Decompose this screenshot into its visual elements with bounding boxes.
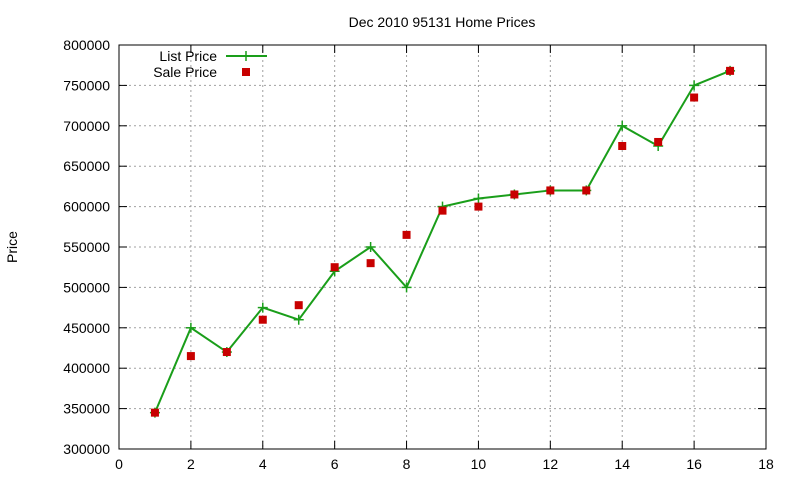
sale-price-point xyxy=(546,186,555,195)
x-tick-label: 0 xyxy=(115,456,123,472)
sale-price-point xyxy=(258,315,267,324)
y-tick-label: 350000 xyxy=(63,401,110,417)
sale-price-point xyxy=(294,301,303,310)
x-axis: 0 2 4 6 8 10 12 14 16 18 xyxy=(115,45,774,472)
sale-price-point xyxy=(618,142,627,150)
y-tick-label: 550000 xyxy=(63,239,110,255)
y-tick-label: 800000 xyxy=(63,37,110,53)
sale-price-point xyxy=(654,137,663,146)
sale-price-point xyxy=(222,348,231,357)
y-tick-label: 300000 xyxy=(63,441,110,457)
plot-frame xyxy=(118,44,767,450)
list-price-point xyxy=(473,193,484,204)
sale-price-point xyxy=(510,190,519,199)
list-price-point xyxy=(293,314,304,325)
list-price-point xyxy=(185,322,196,333)
legend-label-list-price: List Price xyxy=(159,48,217,64)
sale-price-point xyxy=(474,202,483,211)
y-tick-label: 700000 xyxy=(63,118,110,134)
list-price-point xyxy=(617,120,628,131)
sale-price-point xyxy=(438,206,447,215)
x-tick-label: 18 xyxy=(758,456,774,472)
list-price-line xyxy=(154,69,731,414)
sale-price-point xyxy=(150,408,159,417)
legend-marker-list-price xyxy=(241,51,251,61)
sale-price-point xyxy=(690,93,699,102)
y-axis-label: Price xyxy=(4,231,20,263)
list-price-point xyxy=(365,242,376,252)
x-tick-label: 8 xyxy=(403,456,411,472)
x-tick-label: 16 xyxy=(686,456,702,472)
y-tick-label: 400000 xyxy=(63,360,110,376)
series xyxy=(149,65,736,418)
x-tick-label: 6 xyxy=(331,456,339,472)
sale-price-point xyxy=(330,263,339,272)
list-price-point xyxy=(257,302,268,313)
y-tick-label: 600000 xyxy=(63,199,110,215)
sale-price-point xyxy=(186,352,195,361)
x-tick-label: 4 xyxy=(259,456,267,472)
legend-label-sale-price: Sale Price xyxy=(153,64,217,80)
sale-price-point xyxy=(582,186,591,195)
x-tick-label: 12 xyxy=(543,456,559,472)
sale-price-point xyxy=(402,230,411,239)
y-tick-label: 750000 xyxy=(63,77,110,93)
y-tick-label: 650000 xyxy=(63,158,110,174)
list-price-point xyxy=(401,282,412,293)
x-tick-label: 10 xyxy=(471,456,487,472)
y-tick-label: 500000 xyxy=(63,279,110,295)
legend-marker-sale-price xyxy=(242,68,250,76)
sale-price-point xyxy=(726,66,735,75)
chart-title: Dec 2010 95131 Home Prices xyxy=(349,14,536,30)
y-tick-label: 450000 xyxy=(63,320,110,336)
grid xyxy=(119,45,766,449)
y-axis: 300000 350000 400000 450000 500000 550000 6000… xyxy=(63,37,766,457)
sale-price-point xyxy=(366,259,375,268)
x-tick-label: 14 xyxy=(614,456,630,472)
list-price-point xyxy=(689,80,700,91)
x-tick-label: 2 xyxy=(187,456,195,472)
